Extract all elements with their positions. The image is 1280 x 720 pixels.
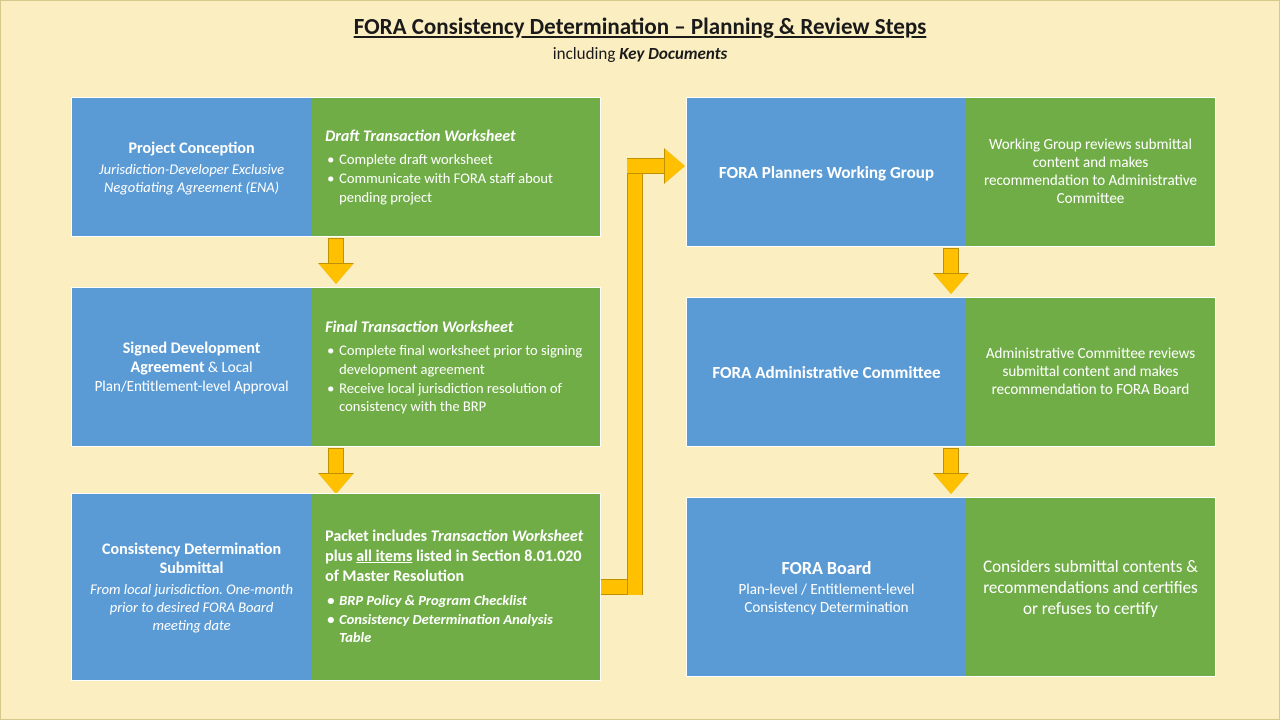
t: Transaction Worksheet [431, 527, 584, 546]
t: all items [356, 547, 412, 566]
subtitle-prefix: including [553, 43, 619, 64]
green-text: Working Group reviews submittal content … [980, 136, 1201, 208]
subtitle: including Key Documents [1, 43, 1279, 64]
list-item: BRP Policy & Program Checklist [325, 591, 586, 610]
blue-panel: FORA Board Plan-level / Entitlement-leve… [687, 498, 966, 676]
green-rich-text: Packet includes Transaction Worksheet pl… [325, 527, 586, 587]
arrow-down-icon [934, 248, 968, 296]
step-consistency-submittal: Consistency Determination Submittal From… [71, 493, 601, 681]
step-signed-agreement: Signed Development Agreement & Local Pla… [71, 287, 601, 447]
green-list: Complete final worksheet prior to signin… [325, 341, 586, 416]
green-panel: Final Transaction Worksheet Complete fin… [311, 288, 600, 446]
blue-panel: FORA Planners Working Group [687, 98, 966, 246]
arrow-down-icon [934, 448, 968, 496]
blue-panel: Signed Development Agreement & Local Pla… [72, 288, 311, 446]
blue-panel: Project Conception Jurisdiction-Develope… [72, 98, 311, 236]
step-administrative-committee: FORA Administrative Committee Administra… [686, 297, 1216, 447]
main-title: FORA Consistency Determination – Plannin… [1, 13, 1279, 41]
list-item: Complete final worksheet prior to signin… [325, 341, 586, 379]
t: Packet includes [325, 527, 431, 546]
green-panel: Considers submittal contents & recommend… [966, 498, 1215, 676]
elbow-arrow-icon [627, 158, 643, 595]
blue-heading: Consistency Determination Submittal [86, 540, 297, 578]
blue-subtext: Plan-level / Entitlement-level Consisten… [701, 581, 952, 617]
blue-subtext: Jurisdiction-Developer Exclusive Negotia… [86, 160, 297, 196]
arrow-down-icon [319, 238, 353, 286]
step-project-conception: Project Conception Jurisdiction-Develope… [71, 97, 601, 237]
arrow-right-icon [665, 149, 685, 183]
green-heading: Final Transaction Worksheet [325, 318, 586, 337]
title-block: FORA Consistency Determination – Plannin… [1, 1, 1279, 64]
blue-heading: FORA Planners Working Group [719, 162, 934, 183]
green-text: Administrative Committee reviews submitt… [980, 345, 1201, 399]
subtitle-key-documents: Key Documents [619, 43, 727, 64]
list-item: Receive local jurisdiction resolution of… [325, 379, 586, 417]
step-fora-board: FORA Board Plan-level / Entitlement-leve… [686, 497, 1216, 677]
green-panel: Packet includes Transaction Worksheet pl… [311, 494, 600, 680]
list-item: Complete draft worksheet [325, 150, 586, 169]
blue-heading: Project Conception [129, 139, 255, 158]
blue-subtext: From local jurisdiction. One-month prior… [86, 580, 297, 634]
green-text: Considers submittal contents & recommend… [980, 556, 1201, 619]
green-panel: Administrative Committee reviews submitt… [966, 298, 1215, 446]
green-panel: Working Group reviews submittal content … [966, 98, 1215, 246]
t: plus [325, 547, 356, 566]
list-item: Communicate with FORA staff about pendin… [325, 169, 586, 207]
arrow-down-icon [319, 448, 353, 496]
step-planners-working-group: FORA Planners Working Group Working Grou… [686, 97, 1216, 247]
blue-heading: FORA Board [782, 557, 872, 579]
blue-panel: FORA Administrative Committee [687, 298, 966, 446]
blue-panel: Consistency Determination Submittal From… [72, 494, 311, 680]
blue-heading: Signed Development Agreement & Local Pla… [86, 339, 297, 396]
green-panel: Draft Transaction Worksheet Complete dra… [311, 98, 600, 236]
list-item: Consistency Determination Analysis Table [325, 610, 586, 648]
blue-heading: FORA Administrative Committee [712, 362, 940, 383]
green-list: BRP Policy & Program Checklist Consisten… [325, 591, 586, 648]
elbow-arrow-icon [627, 158, 667, 174]
green-list: Complete draft worksheet Communicate wit… [325, 150, 586, 207]
green-heading: Draft Transaction Worksheet [325, 127, 586, 146]
